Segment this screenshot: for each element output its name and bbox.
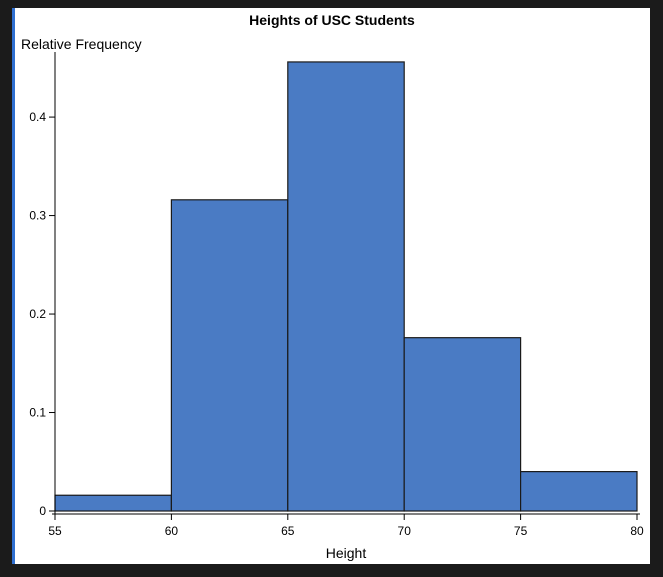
histogram-bar bbox=[520, 471, 638, 512]
x-axis-label: Height bbox=[326, 545, 367, 561]
y-tick-label: 0.3 bbox=[29, 209, 46, 223]
x-tick-label: 80 bbox=[630, 524, 644, 538]
y-tick-label: 0.4 bbox=[29, 110, 46, 124]
x-tick-label: 70 bbox=[398, 524, 412, 538]
chart-panel: Heights of USC Students Relative Frequen… bbox=[12, 8, 650, 564]
x-tick-label: 65 bbox=[281, 524, 295, 538]
y-tick-label: 0.2 bbox=[29, 307, 46, 321]
x-tick-label: 55 bbox=[48, 524, 62, 538]
y-tick-label: 0 bbox=[39, 504, 46, 518]
x-tick-label: 60 bbox=[165, 524, 179, 538]
histogram-bar bbox=[170, 199, 289, 512]
histogram-bar bbox=[287, 61, 405, 512]
y-axis-label: Relative Frequency bbox=[21, 36, 142, 52]
histogram-bar bbox=[403, 337, 522, 512]
histogram-chart: Heights of USC Students Relative Frequen… bbox=[21, 12, 644, 561]
y-tick-label: 0.1 bbox=[29, 406, 46, 420]
x-tick-label: 75 bbox=[514, 524, 528, 538]
histogram-bar bbox=[54, 494, 173, 512]
chart-title: Heights of USC Students bbox=[249, 12, 415, 28]
